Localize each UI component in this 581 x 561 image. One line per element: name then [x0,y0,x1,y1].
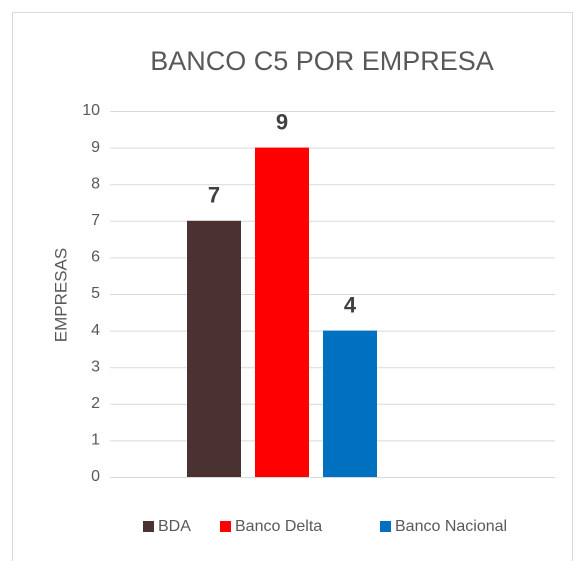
y-tick-label: 0 [91,468,100,485]
y-tick-label: 7 [91,212,100,229]
legend-swatch [220,521,231,532]
y-tick-label: 8 [91,175,100,192]
legend-swatch [380,521,391,532]
bar [323,330,377,477]
y-tick-label: 5 [91,285,100,302]
y-tick-label: 10 [82,102,100,119]
y-tick-label: 4 [91,322,100,339]
y-tick-label: 9 [91,139,100,156]
legend-label: Banco Nacional [395,518,507,535]
legend-label: Banco Delta [235,518,322,535]
chart-title: BANCO C5 POR EMPRESA [150,46,494,76]
bar [187,220,241,478]
data-label: 7 [208,183,220,208]
legend-swatch [143,521,154,532]
y-tick-label: 2 [91,395,100,412]
y-axis-label: EMPRESAS [51,248,70,342]
y-tick-label: 3 [91,358,100,375]
y-tick-label: 1 [91,432,100,449]
y-tick-label: 6 [91,249,100,266]
legend-label: BDA [158,518,191,535]
data-label: 4 [344,292,357,317]
data-label: 9 [276,109,288,134]
bar [255,147,309,477]
